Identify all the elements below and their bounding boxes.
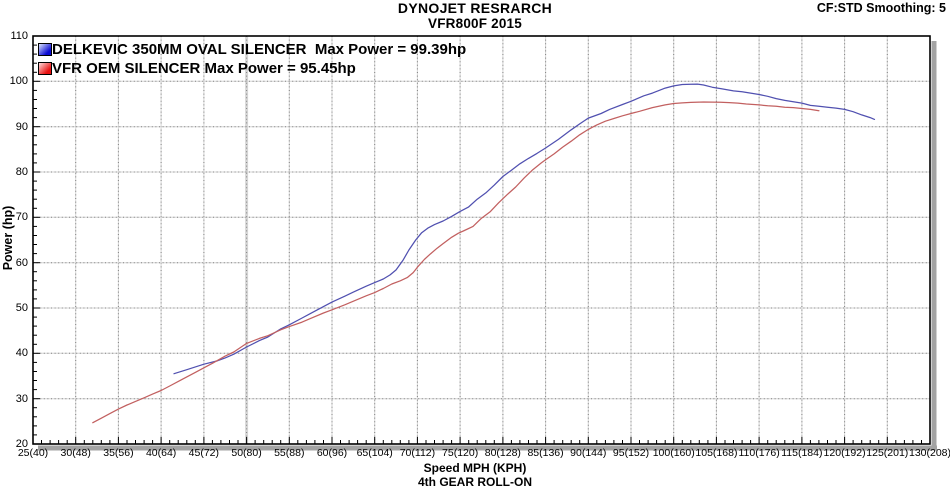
- x-tick-label: 90(144): [570, 447, 607, 459]
- legend-item-oem: VFR OEM SILENCER Max Power = 95.45hp: [38, 59, 466, 78]
- x-tick-label: 130(208): [908, 447, 950, 459]
- axis-frame: [32, 35, 937, 451]
- x-tick-label: 120(192): [823, 447, 866, 459]
- y-tick-label: 30: [15, 392, 28, 405]
- axis-tick-marks: [32, 35, 931, 445]
- x-axis-title: Speed MPH (KPH): [423, 461, 527, 475]
- x-tick-label: 95(152): [612, 447, 650, 459]
- oem-power-curve: [92, 101, 820, 424]
- x-tick-label: 85(136): [527, 447, 564, 459]
- y-axis-title: Power (hp): [1, 205, 15, 271]
- legend: DELKEVIC 350MM OVAL SILENCER Max Power =…: [38, 40, 466, 78]
- y-tick-label: 110: [10, 30, 28, 42]
- x-tick-label: 115(184): [781, 447, 823, 459]
- y-tick-label: 100: [9, 75, 28, 88]
- x-tick-label: 50(80): [231, 447, 262, 459]
- delkevic-power-curve: [173, 83, 876, 375]
- y-tick-label: 50: [15, 302, 28, 314]
- legend-label-oem: VFR OEM SILENCER Max Power = 95.45hp: [52, 60, 356, 77]
- x-tick-label: 40(64): [145, 447, 177, 459]
- x-tick-label: 35(56): [103, 447, 134, 459]
- x-tick-label: 75(120): [442, 447, 479, 459]
- x-tick-label: 45(72): [188, 447, 220, 459]
- x-tick-label: 125(201): [866, 447, 909, 459]
- x-tick-label: 30(48): [60, 447, 91, 459]
- y-tick-label: 70: [15, 211, 28, 224]
- x-tick-label: 55(88): [274, 447, 305, 459]
- legend-swatch-red: [38, 62, 52, 75]
- legend-item-delkevic: DELKEVIC 350MM OVAL SILENCER Max Power =…: [38, 40, 466, 59]
- y-tick-label: 80: [15, 166, 28, 178]
- smoothing-setting-label: CF:STD Smoothing: 5: [816, 1, 946, 15]
- y-tick-label: 90: [15, 120, 28, 133]
- x-tick-label: 110(176): [738, 447, 780, 459]
- x-tick-label: 60(96): [316, 447, 348, 459]
- y-tick-label: 20: [15, 438, 28, 450]
- x-tick-label: 105(168): [695, 447, 738, 459]
- chart-subtitle: VFR800F 2015: [428, 16, 522, 31]
- x-tick-label: 25(40): [17, 447, 49, 459]
- gear-rollon-label: 4th GEAR ROLL-ON: [418, 475, 532, 489]
- chart-title: DYNOJET RESRARCH: [397, 0, 553, 16]
- x-tick-label: 70(112): [399, 447, 436, 459]
- x-tick-label: 100(160): [652, 447, 695, 459]
- y-tick-label: 60: [15, 256, 28, 269]
- y-tick-label: 40: [15, 347, 28, 360]
- power-curves: [92, 83, 876, 424]
- legend-label-delkevic: DELKEVIC 350MM OVAL SILENCER Max Power =…: [52, 41, 467, 58]
- x-tick-label: 80(128): [484, 447, 521, 459]
- x-tick-label: 65(104): [356, 447, 393, 459]
- gridlines: [33, 36, 930, 444]
- legend-swatch-blue: [38, 43, 52, 56]
